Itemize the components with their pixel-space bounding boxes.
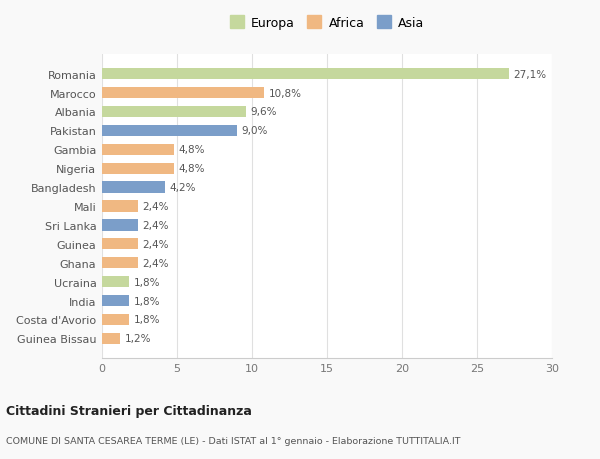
Text: 2,4%: 2,4%	[143, 202, 169, 212]
Bar	[102, 276, 129, 288]
Bar	[102, 144, 174, 156]
Text: 2,4%: 2,4%	[143, 239, 169, 249]
Text: 1,8%: 1,8%	[133, 277, 160, 287]
Bar	[102, 125, 237, 137]
Bar	[102, 220, 138, 231]
Text: 10,8%: 10,8%	[269, 89, 302, 98]
Text: 4,2%: 4,2%	[170, 183, 196, 193]
Bar	[102, 314, 129, 325]
Text: 1,8%: 1,8%	[133, 315, 160, 325]
Text: 4,8%: 4,8%	[179, 164, 205, 174]
Text: 9,6%: 9,6%	[251, 107, 277, 117]
Text: 1,8%: 1,8%	[133, 296, 160, 306]
Text: Cittadini Stranieri per Cittadinanza: Cittadini Stranieri per Cittadinanza	[6, 404, 252, 417]
Bar	[102, 182, 165, 193]
Bar	[102, 106, 246, 118]
Bar	[102, 201, 138, 212]
Bar	[102, 239, 138, 250]
Text: 4,8%: 4,8%	[179, 145, 205, 155]
Bar	[102, 69, 509, 80]
Legend: Europa, Africa, Asia: Europa, Africa, Asia	[226, 13, 428, 34]
Text: 2,4%: 2,4%	[143, 220, 169, 230]
Bar	[102, 88, 264, 99]
Bar	[102, 163, 174, 174]
Bar	[102, 295, 129, 307]
Bar	[102, 257, 138, 269]
Text: 27,1%: 27,1%	[513, 69, 546, 79]
Text: 2,4%: 2,4%	[143, 258, 169, 268]
Text: 1,2%: 1,2%	[125, 334, 151, 344]
Bar	[102, 333, 120, 344]
Text: 9,0%: 9,0%	[241, 126, 268, 136]
Text: COMUNE DI SANTA CESAREA TERME (LE) - Dati ISTAT al 1° gennaio - Elaborazione TUT: COMUNE DI SANTA CESAREA TERME (LE) - Dat…	[6, 436, 461, 445]
